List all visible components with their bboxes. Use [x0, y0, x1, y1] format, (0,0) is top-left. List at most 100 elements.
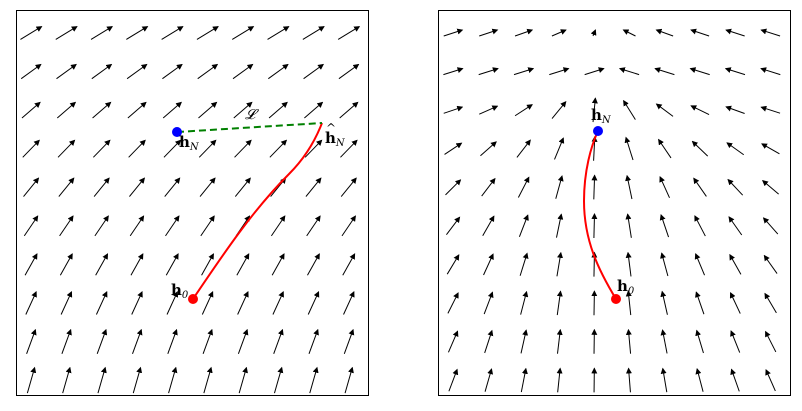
field-arrow [556, 251, 563, 277]
field-arrow [26, 328, 37, 354]
field-arrow [695, 329, 704, 354]
field-arrow [727, 178, 744, 196]
field-arrow [237, 290, 249, 315]
field-arrow [23, 177, 40, 197]
field-arrow [760, 105, 781, 114]
field-arrow [341, 215, 356, 237]
field-arrow [623, 99, 636, 120]
left-vector-field-panel: 𝓛 hN hN h0 [16, 10, 369, 396]
field-arrow [129, 215, 145, 237]
field-arrow [56, 101, 77, 119]
field-arrow [304, 139, 323, 158]
field-arrow [481, 177, 496, 197]
field-arrow [618, 67, 640, 76]
field-arrow [724, 67, 746, 76]
field-arrow [654, 67, 675, 76]
field-arrow [96, 328, 108, 354]
field-arrow [725, 28, 745, 37]
field-arrow [238, 366, 248, 394]
field-arrow [555, 175, 564, 199]
field-arrow [233, 101, 253, 119]
h-N-point [593, 126, 603, 136]
field-arrow [483, 291, 494, 315]
field-arrow [168, 366, 178, 394]
field-arrow [443, 67, 464, 76]
field-arrow [59, 253, 73, 276]
field-arrow [445, 179, 462, 196]
field-arrow [658, 138, 672, 159]
field-arrow [196, 26, 219, 40]
field-arrow [760, 67, 781, 76]
field-arrow [340, 139, 358, 158]
field-arrow [622, 29, 636, 37]
field-arrow [129, 177, 146, 197]
field-arrow [726, 142, 745, 156]
loss-dashed-line [176, 122, 323, 133]
field-arrow [760, 28, 781, 37]
field-arrow [519, 252, 529, 276]
field-arrow [95, 253, 109, 276]
field-arrow [446, 216, 461, 236]
h-0-sub: 0 [181, 290, 189, 301]
right-field-plot [443, 28, 781, 393]
field-arrow [483, 253, 494, 276]
field-arrow [730, 330, 741, 353]
field-arrow [128, 139, 146, 158]
field-arrow [694, 253, 706, 276]
field-arrow [61, 328, 72, 354]
field-arrow [166, 290, 179, 315]
field-arrow [689, 67, 710, 76]
field-arrow [20, 26, 43, 40]
field-arrow [162, 101, 182, 119]
field-arrow [234, 177, 251, 197]
field-arrow [203, 366, 213, 394]
field-arrow [344, 366, 354, 394]
field-arrow [479, 28, 499, 37]
field-arrow [92, 139, 111, 158]
field-arrow [730, 368, 740, 392]
field-arrow [655, 28, 674, 37]
field-arrow [201, 290, 214, 315]
field-arrow [591, 97, 598, 123]
field-arrow [514, 104, 533, 117]
h-N-base: h [591, 106, 602, 124]
field-arrow [625, 328, 632, 354]
field-arrow [20, 63, 42, 80]
field-arrow [520, 367, 528, 393]
field-arrow [690, 105, 710, 115]
field-arrow [590, 29, 597, 37]
field-arrow [231, 26, 255, 40]
field-arrow [273, 328, 284, 354]
h-0-label: h0 [617, 279, 634, 297]
field-arrow [199, 177, 216, 197]
field-arrow [305, 177, 322, 197]
h-N-sub: N [189, 142, 199, 153]
field-arrow [556, 328, 563, 354]
field-arrow [448, 368, 459, 392]
field-arrow [338, 63, 360, 80]
field-arrow [513, 67, 535, 76]
field-arrow [62, 366, 72, 394]
field-arrow [132, 366, 143, 394]
field-arrow [478, 67, 499, 76]
field-arrow [660, 367, 668, 393]
field-arrow [655, 103, 674, 117]
field-arrow [625, 174, 633, 200]
left-field-plot [20, 26, 361, 394]
field-arrow [270, 215, 286, 237]
field-arrow [90, 26, 114, 40]
field-arrow [762, 217, 779, 235]
field-arrow [660, 290, 668, 315]
field-arrow [307, 290, 320, 315]
h-N-label: hN [179, 135, 199, 153]
h-N-base: h [179, 133, 190, 151]
field-arrow [556, 290, 563, 316]
field-arrow [479, 105, 499, 115]
field-arrow [625, 213, 632, 238]
field-arrow [197, 63, 219, 80]
field-arrow [484, 368, 494, 392]
field-arrow [551, 101, 567, 119]
field-arrow [130, 253, 144, 276]
field-arrow [624, 136, 634, 161]
field-arrow [202, 328, 213, 354]
